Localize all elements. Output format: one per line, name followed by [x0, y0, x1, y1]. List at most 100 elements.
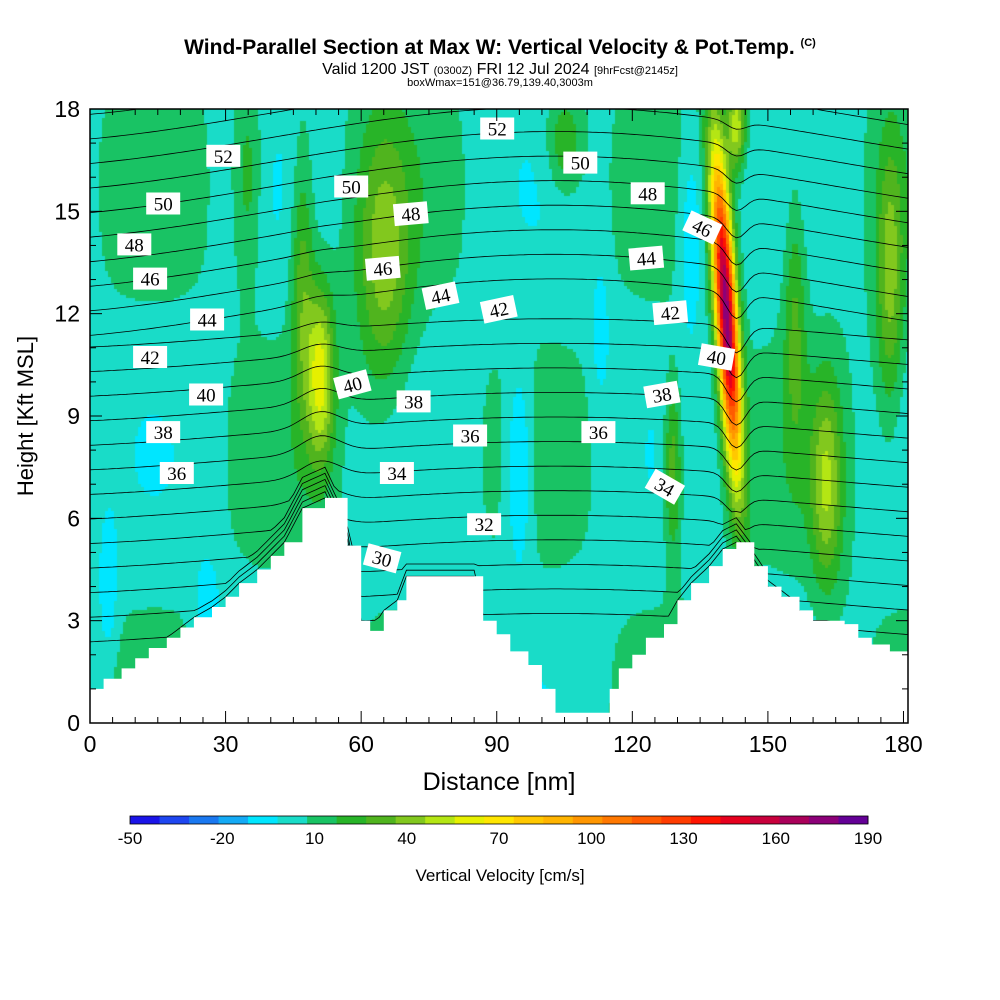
theta-label-box	[643, 380, 681, 409]
theta-label-box	[364, 255, 401, 281]
terrain-mask	[90, 497, 908, 723]
colorbar-tick-label: 190	[854, 829, 882, 848]
theta-label-text: 46	[141, 270, 160, 291]
y-tick-label: 9	[67, 403, 80, 429]
theta-label-text: 42	[660, 303, 681, 326]
theta-label-box	[362, 543, 402, 574]
theta-label: 44	[628, 245, 665, 271]
theta-label-text: 38	[651, 384, 673, 408]
colorbar-tick-label: -50	[118, 829, 143, 848]
colorbar-swatch	[749, 816, 780, 824]
forecast-info: [9hrFcst@2145z]	[593, 65, 678, 77]
colorbar-swatch	[307, 816, 338, 824]
theta-label-text: 30	[370, 547, 394, 572]
colorbar-swatch	[189, 816, 220, 824]
theta-label: 50	[334, 175, 369, 199]
theta-label: 36	[453, 424, 488, 448]
theta-label: 38	[643, 380, 681, 409]
theta-label-box	[146, 421, 181, 444]
theta-label-text: 48	[401, 204, 422, 227]
colorbar-swatch	[808, 816, 839, 824]
theta-label: 48	[630, 182, 665, 205]
theta-label-box	[396, 390, 431, 413]
colorbar-swatch	[159, 816, 190, 824]
theta-label-box	[581, 421, 616, 444]
theta-label-text: 40	[197, 386, 216, 407]
theta-label-box	[333, 369, 372, 400]
colorbar-swatch	[454, 816, 485, 824]
theta-label-box	[159, 462, 194, 484]
theta-contour-line	[89, 180, 909, 238]
theta-contour-line	[89, 365, 909, 403]
theta-label: 38	[146, 421, 181, 444]
y-axis-label: Height [Kft MSL]	[13, 336, 38, 496]
colorbar-swatch	[395, 816, 426, 824]
theta-label-text: 34	[387, 464, 407, 485]
theta-label-text: 50	[571, 154, 590, 175]
x-tick-label: 120	[613, 731, 651, 757]
theta-label-text: 36	[167, 464, 186, 485]
colorbar-swatch	[779, 816, 810, 824]
theta-contour-line	[89, 466, 909, 520]
colorbar-swatch	[484, 816, 515, 824]
theta-label: 50	[146, 192, 181, 216]
theta-label-box	[453, 424, 488, 447]
theta-label-text: 52	[488, 120, 507, 141]
theta-label: 46	[364, 255, 401, 282]
colorbar-swatch	[602, 816, 633, 824]
theta-label-box	[206, 144, 241, 167]
theta-label-box	[628, 245, 665, 271]
theta-label-box	[563, 151, 598, 174]
theta-label: 42	[652, 300, 689, 326]
theta-label-text: 46	[373, 259, 394, 282]
colorbar-tick-label: -20	[210, 829, 235, 848]
theta-label: 48	[117, 233, 152, 256]
theta-contour-line	[89, 435, 909, 471]
theta-label: 48	[392, 201, 429, 227]
theta-label-box	[379, 462, 414, 484]
y-tick-label: 15	[54, 198, 80, 224]
theta-label-text: 38	[154, 423, 173, 444]
theta-label-text: 44	[429, 285, 452, 310]
theta-label-text: 40	[341, 373, 365, 398]
colorbar-swatch	[130, 816, 161, 824]
theta-contour-line	[89, 155, 909, 213]
y-tick-label: 3	[67, 608, 80, 634]
colorbar-tick-label: 40	[397, 829, 416, 848]
theta-label: 46	[133, 267, 168, 291]
y-tick-label: 6	[67, 505, 80, 531]
theta-label-box	[189, 383, 224, 406]
theta-contour-line	[89, 278, 909, 336]
theta-contour-line	[89, 388, 909, 426]
theta-label: 42	[133, 346, 168, 369]
theta-label: 36	[581, 421, 616, 444]
x-axis: 0 30 60 90 120 150 180	[84, 109, 923, 757]
theta-label-text: 36	[589, 423, 608, 444]
valid-time-line: Valid 1200 JST (0300Z) FRI 12 Jul 2024 […	[0, 61, 1000, 79]
colorbar-swatch	[248, 816, 279, 824]
colorbar-swatch	[366, 816, 397, 824]
colorbar-swatch	[572, 816, 603, 824]
valid-date: FRI 12 Jul 2024	[476, 61, 590, 78]
y-tick-label: 0	[67, 710, 80, 736]
theta-contour-line	[89, 485, 909, 593]
theta-label-text: 40	[705, 347, 727, 371]
theta-label-text: 42	[488, 299, 511, 323]
theta-contour-line	[89, 478, 909, 569]
colorbar-swatch	[720, 816, 751, 824]
theta-label-box	[652, 300, 689, 326]
theta-label-box	[682, 210, 723, 245]
x-axis-label: Distance [nm]	[423, 768, 576, 796]
x-tick-label: 0	[84, 731, 97, 757]
theta-contour-line	[89, 411, 909, 449]
colorbar-swatch	[425, 816, 456, 824]
theta-contour-line	[89, 108, 909, 164]
colorbar-tick-label: 130	[669, 829, 697, 848]
theta-label: 40	[189, 383, 224, 407]
theta-label: 34	[379, 462, 414, 485]
theta-label-box	[392, 201, 429, 227]
box-info-line: boxWmax=151@36.79,139.40,3003m	[407, 77, 593, 89]
theta-label-box	[190, 308, 225, 331]
theta-label-text: 50	[342, 178, 361, 199]
